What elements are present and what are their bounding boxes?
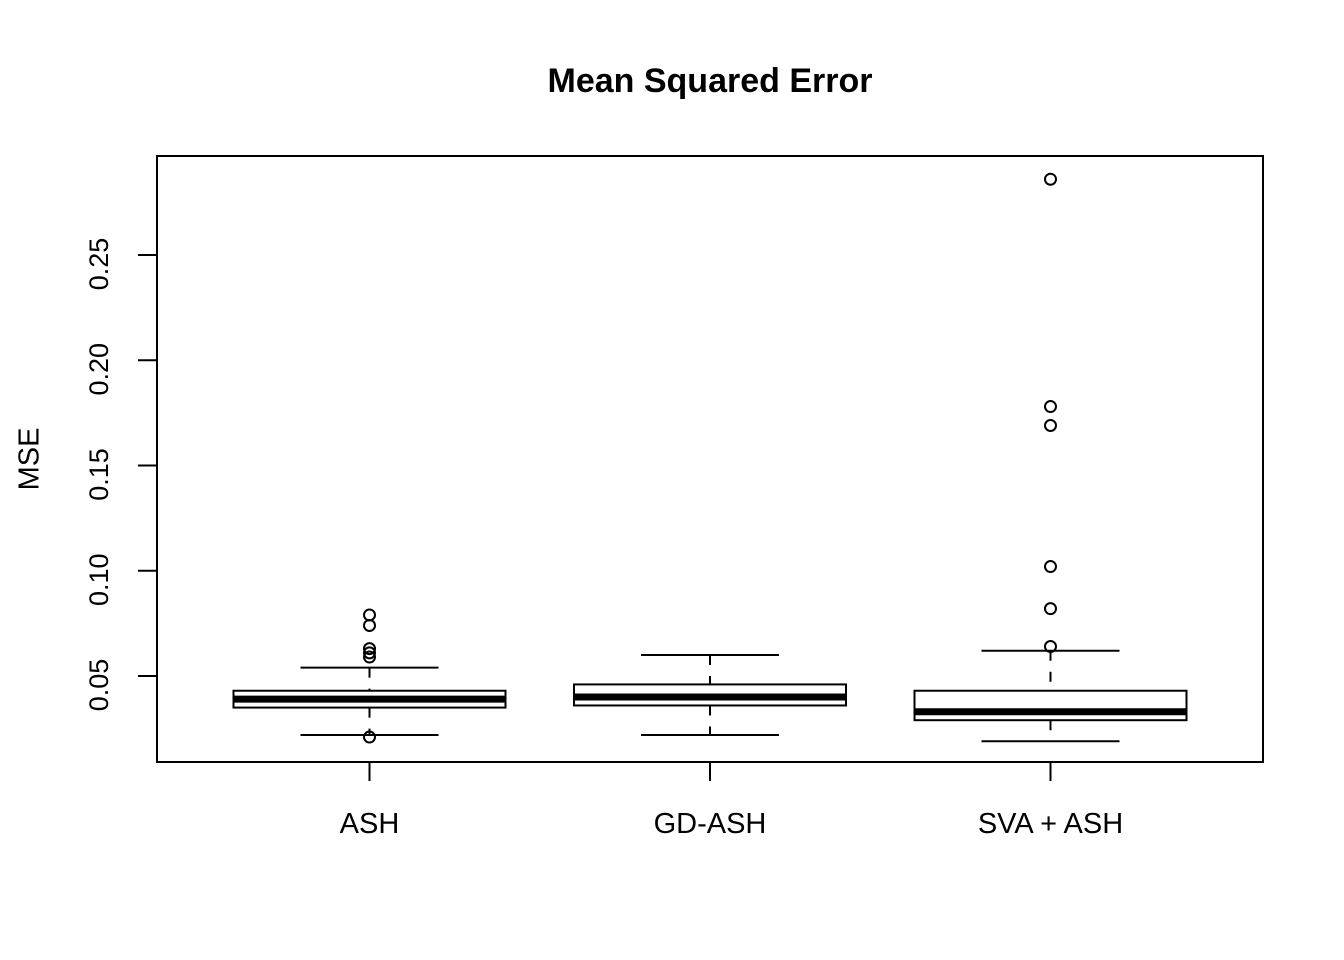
outlier-point [363, 642, 376, 656]
x-category-label-gd-ash: GD-ASH [654, 808, 767, 840]
y-tick-label: 0.25 [84, 238, 114, 291]
outlier-point [1044, 400, 1057, 414]
outlier-point [1044, 172, 1057, 186]
outlier-point [1044, 419, 1057, 433]
plot-border [156, 155, 1264, 763]
boxplot-gd-ash [573, 653, 847, 736]
outlier-point [363, 608, 376, 622]
chart-title: Mean Squared Error [547, 62, 873, 100]
outlier-point [1044, 602, 1057, 616]
outlier-point [1044, 640, 1057, 654]
boxplot-ash [232, 608, 507, 744]
outlier-point [363, 618, 376, 632]
outlier-point [363, 730, 376, 744]
x-category-label-ash: ASH [340, 808, 400, 840]
x-category-label-sva-ash: SVA + ASH [978, 808, 1123, 840]
y-tick-label: 0.15 [84, 448, 114, 501]
outlier-point [1044, 560, 1057, 574]
outlier-point [363, 650, 376, 664]
y-tick-label: 0.20 [84, 343, 114, 396]
outlier-point [363, 646, 376, 660]
y-tick-label: 0.05 [84, 659, 114, 712]
box [913, 689, 1188, 722]
y-tick-label: 0.10 [84, 553, 114, 606]
boxplot-sva-ash [913, 172, 1188, 743]
